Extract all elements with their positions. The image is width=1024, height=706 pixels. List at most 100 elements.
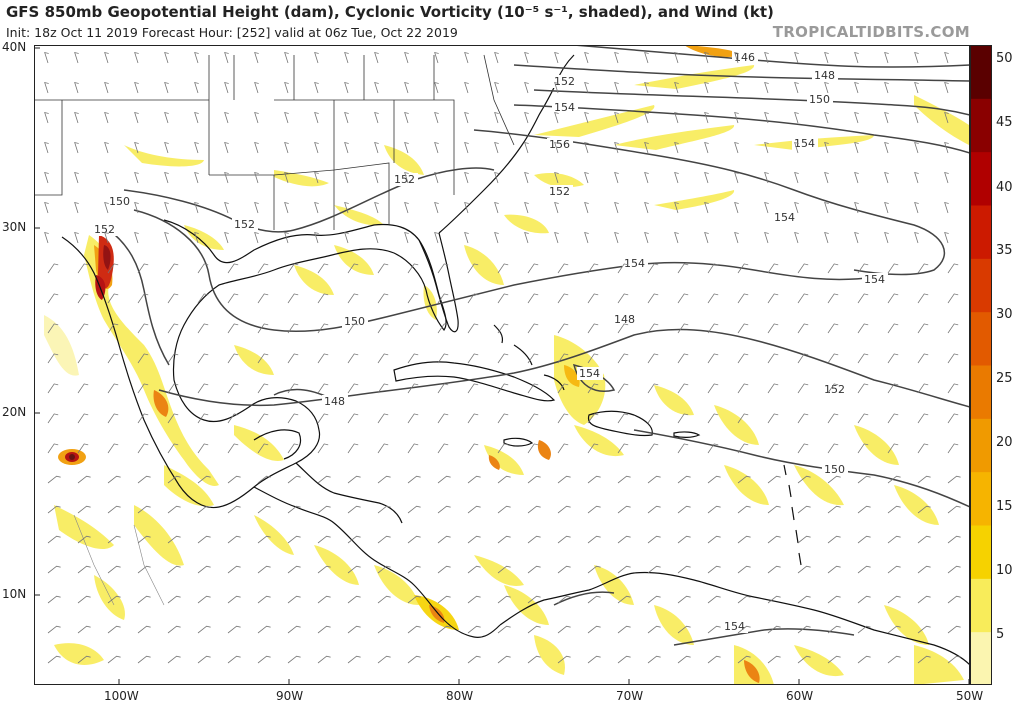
wind-barb xyxy=(737,293,749,304)
wind-barb xyxy=(704,171,709,184)
wind-barb xyxy=(827,535,841,544)
wind-barb xyxy=(257,413,269,424)
wind-barb xyxy=(347,443,359,454)
wind-barb xyxy=(707,263,719,274)
wind-barb xyxy=(227,353,239,364)
wind-barb xyxy=(524,81,529,94)
colorbar-swatch xyxy=(970,365,992,419)
wind-barb xyxy=(587,535,601,544)
wind-barb xyxy=(824,201,829,214)
wind-barb xyxy=(617,535,631,544)
wind-barb xyxy=(467,293,479,304)
wind-barb xyxy=(404,201,409,214)
wind-barb xyxy=(407,535,421,544)
wind-barb xyxy=(617,655,631,664)
wind-barb xyxy=(347,323,359,334)
wind-barb xyxy=(314,171,319,184)
wind-barb xyxy=(674,201,679,214)
wind-barb xyxy=(44,51,49,64)
wind-barb xyxy=(647,595,661,604)
wind-barb xyxy=(287,475,301,484)
wind-barb xyxy=(107,383,119,394)
wind-barb xyxy=(947,475,961,484)
wind-barb xyxy=(887,475,901,484)
wind-barb xyxy=(74,111,79,124)
wind-barb xyxy=(467,565,481,574)
contour-label: 152 xyxy=(549,185,570,198)
wind-barb xyxy=(587,383,599,394)
wind-barb xyxy=(437,263,449,274)
wind-barb xyxy=(887,625,901,634)
wind-barb xyxy=(524,111,529,124)
wind-barb xyxy=(437,505,451,514)
wind-barb xyxy=(257,293,269,304)
wind-barb xyxy=(647,383,659,394)
contour-label: 150 xyxy=(109,195,130,208)
wind-barb xyxy=(494,201,499,214)
colorbar-label: 30 xyxy=(996,307,1013,322)
wind-barb xyxy=(107,323,119,334)
contour-label-bg xyxy=(807,93,833,106)
wind-barb xyxy=(884,231,889,244)
wind-barb xyxy=(764,171,769,184)
contour-label-bg xyxy=(547,138,573,151)
map-frame xyxy=(34,45,970,685)
wind-barb xyxy=(857,475,871,484)
vorticity-shading xyxy=(44,45,969,685)
wind-barb xyxy=(224,141,229,154)
wind-barb xyxy=(767,505,781,514)
contour-label-bg xyxy=(792,137,818,150)
wind-barb xyxy=(167,535,181,544)
wind-barb xyxy=(47,595,61,604)
wind-barb xyxy=(377,443,389,454)
wind-barb xyxy=(197,475,211,484)
wind-barb xyxy=(224,201,229,214)
colorbar-swatch xyxy=(970,578,992,633)
wind-barb xyxy=(224,81,229,94)
wind-barb xyxy=(194,51,199,64)
brand-watermark: TROPICALTIDBITS.COM xyxy=(772,23,970,41)
wind-barb xyxy=(734,231,739,244)
wind-barb xyxy=(227,293,239,304)
wind-barb xyxy=(407,353,419,364)
wind-barb xyxy=(947,505,961,514)
wind-barb xyxy=(77,293,89,304)
wind-barb xyxy=(257,625,271,634)
wind-barb xyxy=(167,565,181,574)
wind-barb xyxy=(284,51,289,64)
wind-barb xyxy=(647,565,661,574)
wind-barb xyxy=(167,595,181,604)
wind-barb xyxy=(557,655,571,664)
contour-label: 154 xyxy=(794,137,815,150)
map-subtitle: Init: 18z Oct 11 2019 Forecast Hour: [25… xyxy=(6,25,458,40)
wind-barb xyxy=(287,535,301,544)
wind-barb xyxy=(167,413,179,424)
wind-barb xyxy=(347,475,361,484)
wind-barb xyxy=(344,171,349,184)
wind-barb xyxy=(794,231,799,244)
wind-barb xyxy=(707,625,721,634)
wind-barb xyxy=(764,81,769,94)
coastlines xyxy=(34,54,970,666)
wind-barb xyxy=(287,625,301,634)
wind-barb xyxy=(527,655,541,664)
wind-barb xyxy=(74,201,79,214)
wind-barb xyxy=(104,111,109,124)
colorbar-swatch xyxy=(970,205,992,259)
wind-barb xyxy=(587,293,599,304)
wind-barb xyxy=(164,81,169,94)
colorbar-label: 20 xyxy=(996,435,1013,450)
wind-barb xyxy=(524,141,529,154)
wind-barb xyxy=(317,263,329,274)
contour-label-bg xyxy=(772,211,798,224)
wind-barb xyxy=(887,535,901,544)
wind-barb xyxy=(257,565,271,574)
wind-barb xyxy=(257,505,271,514)
wind-barb xyxy=(167,383,179,394)
wind-barb xyxy=(104,81,109,94)
wind-barb xyxy=(374,51,379,64)
wind-barb xyxy=(824,171,829,184)
wind-barb xyxy=(557,535,571,544)
wind-barb xyxy=(914,81,919,94)
wind-barb xyxy=(197,383,209,394)
